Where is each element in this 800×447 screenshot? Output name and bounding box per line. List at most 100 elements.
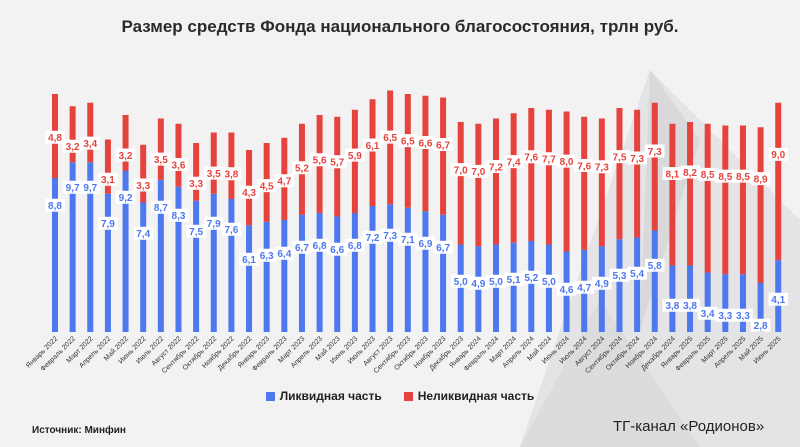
- data-label-illiquid: 7,4: [507, 157, 521, 168]
- data-label-illiquid: 7,5: [613, 152, 627, 163]
- data-label-illiquid: 6,6: [418, 138, 432, 149]
- bar-illiquid: [210, 132, 217, 194]
- bar-illiquid: [193, 143, 200, 201]
- data-label-liquid-box: [239, 252, 259, 266]
- data-label-liquid: 6,8: [348, 241, 362, 252]
- data-label-illiquid-box: [239, 185, 259, 199]
- data-label-illiquid-box: [680, 165, 700, 179]
- data-label-liquid: 5,0: [454, 277, 468, 288]
- data-label-liquid: 3,3: [736, 311, 750, 322]
- bar-illiquid: [228, 132, 235, 199]
- data-label-illiquid: 4,5: [260, 181, 274, 192]
- bar-liquid: [87, 162, 94, 332]
- bar-liquid: [634, 237, 641, 332]
- bar-illiquid: [739, 125, 746, 275]
- data-label-illiquid-box: [450, 163, 471, 177]
- bar-liquid: [704, 272, 711, 332]
- data-label-liquid: 3,8: [683, 301, 697, 312]
- legend-label-liquid: Ликвидная часть: [279, 389, 382, 403]
- bar-illiquid: [493, 118, 499, 245]
- bar-illiquid: [157, 118, 164, 180]
- data-label-liquid: 4,6: [560, 285, 574, 296]
- data-label-illiquid-box: [592, 160, 612, 174]
- data-label-liquid: 5,0: [542, 277, 556, 288]
- bar-illiquid: [387, 90, 394, 205]
- data-label-illiquid-box: [309, 153, 330, 167]
- bar-illiquid: [457, 122, 464, 245]
- data-label-liquid: 8,8: [48, 201, 62, 212]
- data-label-liquid-box: [556, 282, 577, 296]
- data-label-illiquid-box: [415, 136, 436, 150]
- data-label-liquid-box: [151, 200, 171, 214]
- bar-illiquid: [651, 102, 658, 231]
- data-label-illiquid-box: [521, 150, 542, 164]
- data-label-liquid-box: [697, 306, 718, 320]
- data-label-liquid: 8,3: [172, 211, 186, 222]
- data-label-liquid-box: [415, 236, 436, 250]
- data-label-liquid-box: [256, 248, 277, 262]
- data-label-illiquid-box: [750, 172, 771, 186]
- bar-liquid: [193, 200, 200, 332]
- data-label-illiquid: 8,5: [736, 172, 750, 183]
- data-label-liquid-box: [468, 276, 489, 290]
- data-label-liquid: 7,5: [189, 227, 203, 238]
- data-label-liquid-box: [750, 318, 771, 332]
- data-label-liquid-box: [80, 180, 101, 194]
- data-label-illiquid: 7,3: [648, 147, 662, 158]
- data-label-illiquid: 3,2: [66, 142, 80, 153]
- data-label-illiquid-box: [398, 134, 418, 148]
- data-label-illiquid: 3,5: [154, 155, 168, 166]
- channel-credit: ТГ-канал «Родионов»: [613, 418, 765, 435]
- bar-liquid: [263, 221, 270, 332]
- data-label-liquid: 6,1: [242, 255, 256, 266]
- data-label-liquid: 2,8: [754, 321, 768, 332]
- bar-liquid: [122, 171, 129, 332]
- data-label-liquid: 4,9: [471, 279, 485, 290]
- data-label-illiquid-box: [80, 136, 101, 150]
- data-label-liquid-box: [574, 280, 594, 294]
- bar-illiquid: [404, 94, 411, 208]
- data-label-liquid-box: [98, 216, 118, 230]
- bar-illiquid: [528, 108, 535, 241]
- data-label-illiquid-box: [362, 138, 383, 152]
- data-label-illiquid-box: [256, 179, 277, 193]
- data-label-liquid: 7,2: [366, 233, 380, 244]
- data-label-liquid-box: [274, 246, 295, 260]
- data-label-illiquid: 3,3: [136, 181, 150, 192]
- bar-illiquid: [581, 116, 588, 250]
- bar-illiquid: [722, 125, 729, 275]
- bar-illiquid: [669, 123, 676, 266]
- data-label-liquid-box: [433, 240, 453, 254]
- data-label-liquid: 6,7: [295, 243, 309, 254]
- bar-illiquid: [563, 111, 570, 252]
- data-label-liquid-box: [627, 266, 647, 280]
- bar-liquid: [757, 283, 764, 332]
- data-label-liquid: 6,7: [436, 243, 450, 254]
- data-label-illiquid-box: [203, 166, 224, 180]
- bar-liquid: [316, 213, 323, 332]
- data-label-illiquid: 7,7: [542, 155, 556, 166]
- data-label-illiquid-box: [468, 164, 489, 178]
- data-label-illiquid-box: [627, 151, 647, 165]
- data-label-illiquid: 7,3: [630, 154, 644, 165]
- bar-liquid: [298, 214, 305, 332]
- data-label-illiquid: 5,6: [313, 156, 327, 167]
- data-label-liquid-box: [768, 292, 789, 306]
- legend-item-liquid: Ликвидная часть: [265, 389, 382, 403]
- data-label-illiquid-box: [715, 169, 736, 183]
- data-label-illiquid: 6,7: [436, 140, 450, 151]
- data-label-liquid: 4,9: [595, 279, 609, 290]
- data-label-illiquid: 3,8: [224, 170, 238, 181]
- data-label-illiquid-box: [733, 169, 753, 183]
- data-label-illiquid-box: [186, 176, 206, 190]
- data-label-illiquid: 6,5: [401, 136, 415, 147]
- data-label-illiquid: 3,6: [172, 160, 186, 171]
- data-label-liquid: 3,8: [665, 301, 679, 312]
- data-label-illiquid: 6,1: [366, 141, 380, 152]
- data-label-illiquid-box: [539, 152, 559, 166]
- legend-swatch-illiquid: [403, 391, 413, 401]
- data-label-liquid: 7,3: [383, 231, 397, 242]
- data-label-illiquid-box: [133, 178, 153, 192]
- bar-liquid: [528, 241, 535, 332]
